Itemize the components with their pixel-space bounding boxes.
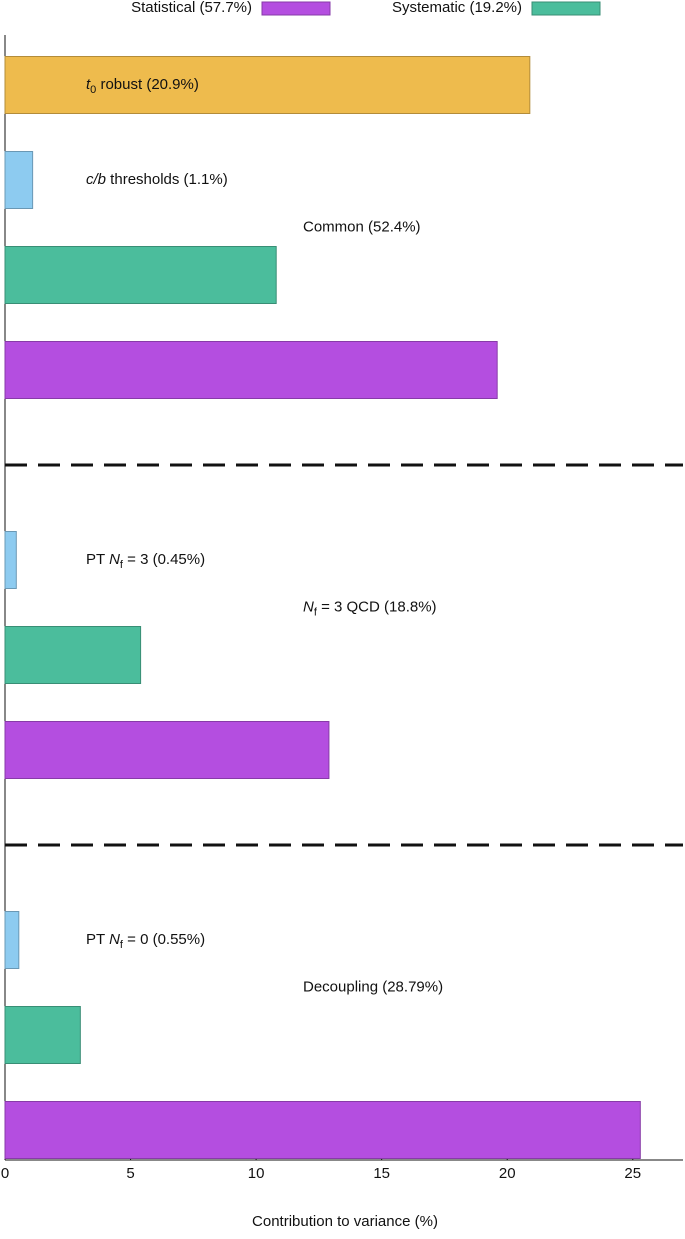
bar-label-part: N bbox=[109, 551, 120, 568]
bar bbox=[4, 151, 34, 209]
bar bbox=[4, 246, 277, 304]
bar bbox=[4, 1101, 641, 1159]
group-label: Decoupling (28.79%) bbox=[303, 978, 443, 995]
bar-label-part: c/b bbox=[86, 171, 106, 188]
x-tick-label: 15 bbox=[373, 1165, 390, 1182]
bar-label-part: f bbox=[120, 939, 124, 951]
group-label: Common (52.4%) bbox=[303, 218, 421, 235]
bar-label-part: t bbox=[86, 76, 91, 93]
bar-label: t0 robust (20.9%) bbox=[86, 76, 199, 96]
bar-label: c/b thresholds (1.1%) bbox=[86, 171, 228, 188]
group-label-part: = 3 QCD (18.8%) bbox=[317, 598, 437, 615]
legend-swatch bbox=[261, 1, 331, 16]
bar-label-part: robust (20.9%) bbox=[96, 76, 199, 93]
bar-label-part: thresholds (1.1%) bbox=[106, 171, 228, 188]
x-tick-label: 10 bbox=[248, 1165, 265, 1182]
bar bbox=[4, 531, 17, 589]
x-tick-label: 25 bbox=[624, 1165, 641, 1182]
bar-label: PT Nf = 0 (0.55%) bbox=[86, 931, 205, 951]
bar bbox=[4, 721, 330, 779]
group-label-part: f bbox=[314, 606, 318, 618]
legend-label: Statistical (57.7%) bbox=[131, 0, 252, 16]
bar bbox=[4, 911, 20, 969]
x-tick-label: 5 bbox=[126, 1165, 134, 1182]
bar-label: PT Nf = 3 (0.45%) bbox=[86, 551, 205, 571]
bar-label-part: = 0 (0.55%) bbox=[123, 931, 205, 948]
group-label-part: N bbox=[303, 598, 314, 615]
bar-label-part: PT bbox=[86, 931, 109, 948]
group-label-part: Common (52.4%) bbox=[303, 218, 421, 235]
bar bbox=[4, 56, 531, 114]
x-tick-label: 20 bbox=[499, 1165, 516, 1182]
bar bbox=[4, 341, 498, 399]
x-axis-label: Contribution to variance (%) bbox=[252, 1213, 438, 1230]
bar-label-part: PT bbox=[86, 551, 109, 568]
legend-label: Systematic (19.2%) bbox=[392, 0, 522, 16]
bar-label-part: = 3 (0.45%) bbox=[123, 551, 205, 568]
group-label: Nf = 3 QCD (18.8%) bbox=[303, 598, 437, 618]
group-label-part: Decoupling (28.79%) bbox=[303, 978, 443, 995]
legend-swatch bbox=[531, 1, 601, 16]
bar-label-part: N bbox=[109, 931, 120, 948]
bar-label-part: 0 bbox=[90, 84, 96, 96]
bar-label-part: f bbox=[120, 559, 124, 571]
x-tick-label: 0 bbox=[1, 1165, 9, 1182]
bar bbox=[4, 626, 142, 684]
bar bbox=[4, 1006, 81, 1064]
